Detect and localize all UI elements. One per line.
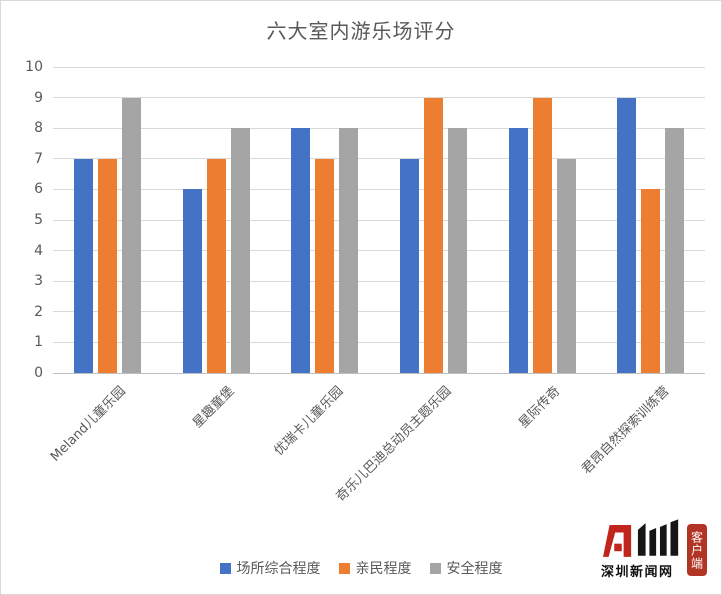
bar-安全程度 [339, 128, 359, 373]
bar-亲民程度 [532, 97, 552, 373]
y-tick-label: 2 [34, 303, 43, 320]
gridline [53, 158, 705, 160]
bar-亲民程度 [97, 158, 117, 373]
bar-场所综合程度 [617, 97, 637, 373]
bar-场所综合程度 [508, 128, 528, 373]
bar-group [182, 128, 250, 373]
plot-area [53, 66, 705, 374]
chart-title: 六大室内游乐场评分 [266, 19, 456, 43]
x-axis-label: 君昂自然探索训练营 [578, 383, 673, 478]
legend-swatch [219, 562, 231, 574]
bar-安全程度 [556, 158, 576, 373]
bar-场所综合程度 [182, 189, 202, 373]
brand-name-text: 深圳新闻网 [601, 565, 674, 580]
y-tick-label: 7 [34, 150, 43, 167]
x-axis-label: 奇乐儿巴迪总动员主题乐园 [333, 383, 455, 505]
bar-安全程度 [121, 97, 141, 373]
gridline [53, 66, 705, 68]
bar-安全程度 [230, 128, 250, 373]
bar-场所综合程度 [399, 158, 419, 373]
zhen-character-icon [637, 519, 679, 556]
bar-group [399, 97, 467, 373]
y-tick-label: 1 [34, 334, 43, 351]
legend-item: 安全程度 [429, 558, 503, 578]
y-tick-label: 6 [34, 181, 43, 198]
y-tick-label: 5 [34, 212, 43, 228]
legend-item: 场所综合程度 [219, 558, 321, 578]
x-axis-label: 星趣童堡 [190, 383, 238, 432]
x-axis-line [53, 372, 705, 374]
bar-亲民程度 [206, 158, 226, 373]
legend-label: 安全程度 [446, 561, 503, 577]
shenzhen-news-logo: 深圳新闻网 客户端 [599, 518, 711, 582]
bar-亲民程度 [315, 158, 335, 373]
x-axis-label: 优瑞卡儿童乐园 [271, 383, 347, 459]
bar-场所综合程度 [73, 158, 93, 373]
bar-场所综合程度 [291, 128, 311, 373]
bar-亲民程度 [423, 97, 443, 373]
bar-group [291, 128, 359, 373]
legend-swatch [338, 562, 350, 574]
legend-item: 亲民程度 [338, 558, 412, 578]
legend-label: 场所综合程度 [236, 561, 321, 577]
legend-label: 亲民程度 [355, 561, 412, 577]
gridline [53, 188, 705, 190]
gridline [53, 127, 705, 129]
gridline [53, 311, 705, 313]
gridline [53, 219, 705, 221]
legend: 场所综合程度 亲民程度 安全程度 [1, 558, 721, 578]
y-tick-label: 3 [34, 273, 43, 290]
shenzhen-fan-glyph-icon [603, 524, 632, 557]
y-tick-label: 8 [34, 120, 43, 137]
gridline [53, 280, 705, 282]
x-axis-label: Meland儿童乐园 [47, 383, 129, 465]
y-tick-label: 0 [34, 365, 43, 381]
y-tick-label: 10 [25, 59, 43, 75]
x-axis-label: 星际传奇 [516, 383, 564, 432]
bar-安全程度 [447, 128, 467, 373]
bar-安全程度 [665, 128, 685, 373]
y-tick-label: 4 [34, 242, 43, 259]
bar-group [617, 97, 685, 373]
bar-亲民程度 [641, 189, 661, 373]
gridline [53, 250, 705, 252]
legend-swatch [429, 562, 441, 574]
gridline [53, 97, 705, 99]
gridline [53, 341, 705, 343]
bar-group [508, 97, 576, 373]
client-stamp-badge: 客户端 [687, 524, 707, 576]
y-tick-label: 9 [34, 89, 43, 106]
bar-group [73, 97, 141, 373]
